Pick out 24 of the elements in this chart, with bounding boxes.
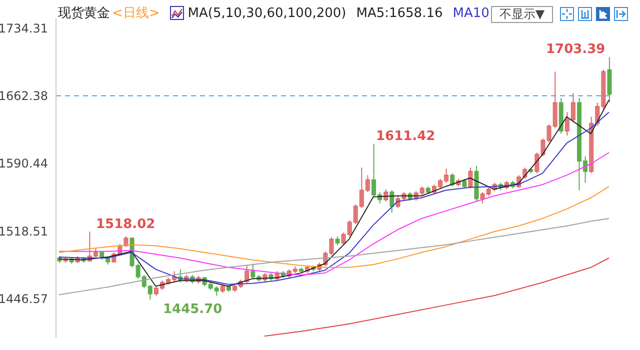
candlestick: [390, 190, 394, 214]
annotation: 1703.39: [546, 42, 606, 57]
line-series: [58, 186, 610, 268]
y-tick-label: 1446.57: [0, 292, 48, 306]
candlestick: [384, 188, 388, 202]
chart-title: 现货黄金: [58, 5, 110, 22]
candlestick: [462, 178, 467, 189]
candlestick: [244, 265, 250, 284]
annotation: 1611.42: [376, 129, 436, 144]
y-tick-label: 1662.38: [0, 89, 48, 104]
line-series: [58, 218, 610, 296]
text: MA5:1658.16: [356, 6, 443, 20]
text: MA10: [452, 6, 490, 20]
candlestick: [468, 167, 473, 189]
annotation: 1518.02: [96, 217, 156, 232]
y-tick-label: 1590.44: [0, 156, 48, 171]
candlestick: [450, 172, 455, 187]
annotation: 不显示▼: [491, 6, 553, 23]
line-series: [264, 258, 610, 337]
annotation: MA(5,10,30,60,100,200): [188, 6, 346, 20]
y-tick-label: 1734.31: [0, 21, 48, 36]
y-tick-label: 1518.51: [0, 224, 48, 238]
chart-subtitle: <日线>: [112, 5, 160, 22]
annotation: 1445.70: [163, 302, 222, 317]
